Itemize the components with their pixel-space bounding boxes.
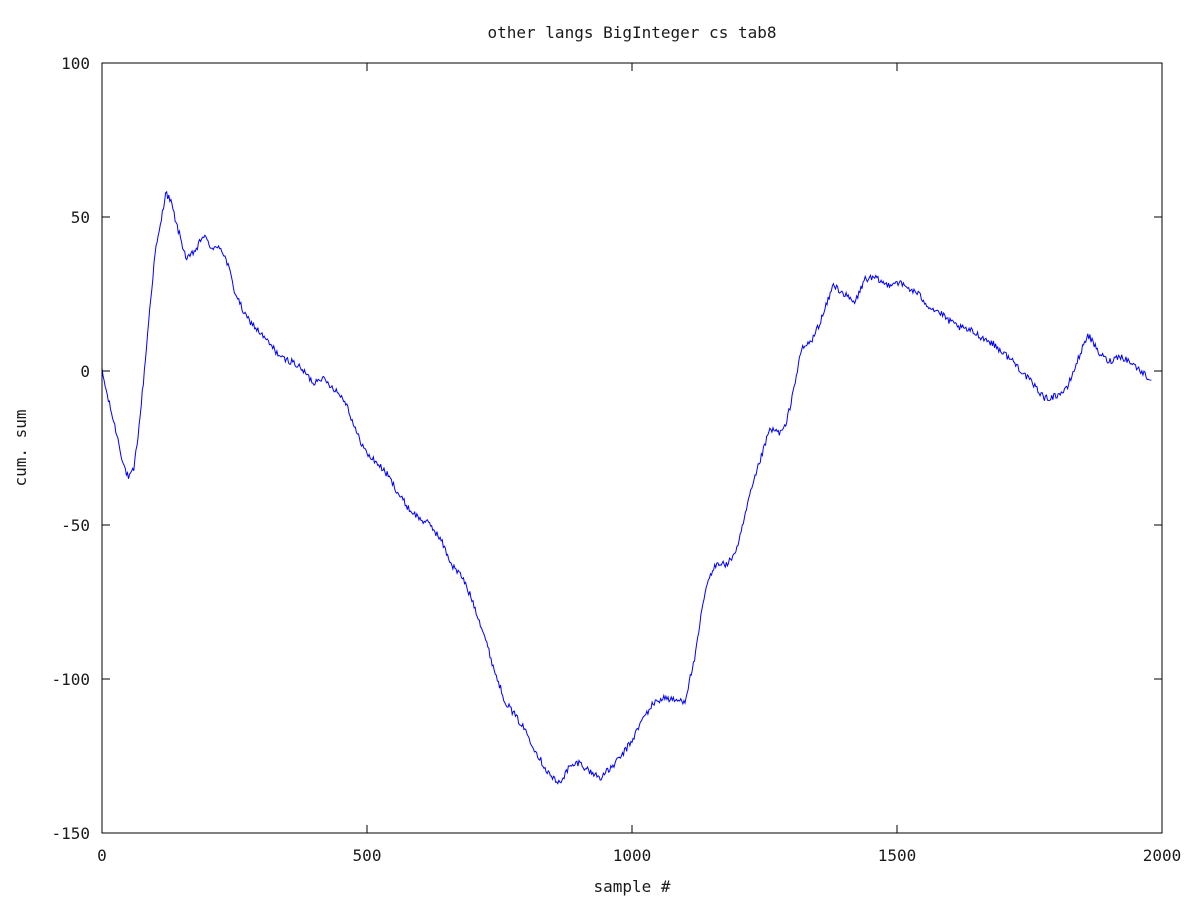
y-tick-label-1: -100: [51, 670, 90, 689]
y-tick-label-4: 50: [71, 208, 90, 227]
x-tick-label-0: 0: [97, 846, 107, 865]
series-group: [101, 190, 1152, 785]
chart-title: other langs BigInteger cs tab8: [488, 23, 777, 42]
x-axis-label: sample #: [593, 877, 670, 896]
y-axis-label: cum. sum: [11, 409, 30, 486]
x-tick-label-4: 2000: [1143, 846, 1182, 865]
series-line-0: [101, 190, 1152, 785]
y-tick-label-5: 100: [61, 54, 90, 73]
y-tick-label-3: 0: [80, 362, 90, 381]
y-tick-label-2: -50: [61, 516, 90, 535]
plot-frame: [101, 62, 1163, 834]
x-tick-label-3: 1500: [878, 846, 917, 865]
y-tick-label-0: -150: [51, 824, 90, 843]
x-tick-label-2: 1000: [613, 846, 652, 865]
axis-ticks: 0 500 1000 1500 2000 -150 -100 -50 0 50 100: [51, 54, 1181, 865]
x-tick-label-1: 500: [353, 846, 382, 865]
